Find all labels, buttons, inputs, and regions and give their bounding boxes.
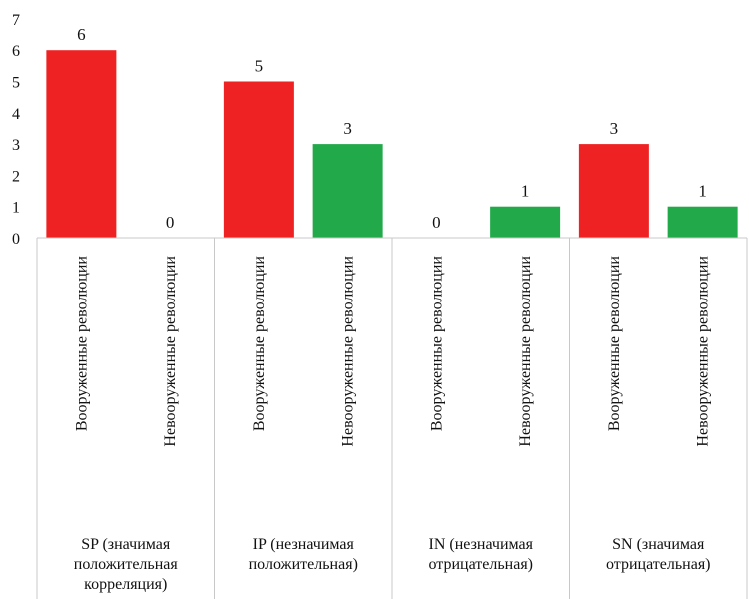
y-tick-label: 3 <box>12 137 20 154</box>
data-label: 1 <box>698 182 707 201</box>
category-label: Вооруженные революции <box>606 256 623 432</box>
y-tick-label: 5 <box>12 75 20 92</box>
group-label-line: отрицательная) <box>606 556 711 573</box>
group-label-line: положительная <box>74 556 179 573</box>
group-label-line: корреляция) <box>84 576 167 593</box>
group-label: IN (незначимая отрицательная) <box>428 536 533 573</box>
x-axis: Вооруженные революции Невооруженные револ… <box>36 237 748 599</box>
y-tick-label: 6 <box>12 43 20 60</box>
group-label-line: SN (значимая <box>612 536 705 553</box>
y-tick-label: 1 <box>12 200 20 217</box>
data-label: 1 <box>521 182 530 201</box>
category-label: Невооруженные революции <box>162 256 179 447</box>
data-label: 0 <box>166 213 175 232</box>
data-label: 0 <box>432 213 441 232</box>
y-tick-label: 4 <box>12 106 20 123</box>
category-label: Невооруженные революции <box>695 256 712 447</box>
group-label-line: IP (незначимая <box>253 536 355 553</box>
bar-unarmed <box>312 144 383 238</box>
data-labels: 6 0 5 3 0 1 3 1 <box>77 25 707 232</box>
data-label: 3 <box>610 119 619 138</box>
group-label: IP (незначимая положительная) <box>249 536 358 573</box>
bar-armed <box>578 144 649 238</box>
group-label: SP (значимая положительная корреляция) <box>74 536 179 593</box>
data-label: 5 <box>255 57 264 76</box>
y-tick-label: 0 <box>12 231 20 248</box>
bar-unarmed <box>667 206 738 238</box>
category-label: Невооруженные революции <box>340 256 357 447</box>
y-tick-label: 7 <box>12 12 20 29</box>
group-label-line: SP (значимая <box>81 536 171 553</box>
group-label-line: отрицательная) <box>428 556 533 573</box>
data-label: 3 <box>343 119 352 138</box>
y-tick-label: 2 <box>12 168 20 185</box>
category-label: Невооруженные революции <box>517 256 534 447</box>
y-axis: 0 1 2 3 4 5 6 7 <box>12 12 20 248</box>
bar-unarmed <box>490 206 561 238</box>
group-label: SN (значимая отрицательная) <box>606 536 711 573</box>
bars <box>46 50 738 239</box>
bar-armed <box>223 81 294 238</box>
category-label: Вооруженные революции <box>251 256 268 432</box>
group-label-line: положительная) <box>249 556 358 573</box>
group-label-line: IN (незначимая <box>429 536 534 553</box>
category-label: Вооруженные революции <box>73 256 90 432</box>
category-label: Вооруженные революции <box>428 256 445 432</box>
bar-armed <box>46 50 117 239</box>
data-label: 6 <box>77 25 86 44</box>
